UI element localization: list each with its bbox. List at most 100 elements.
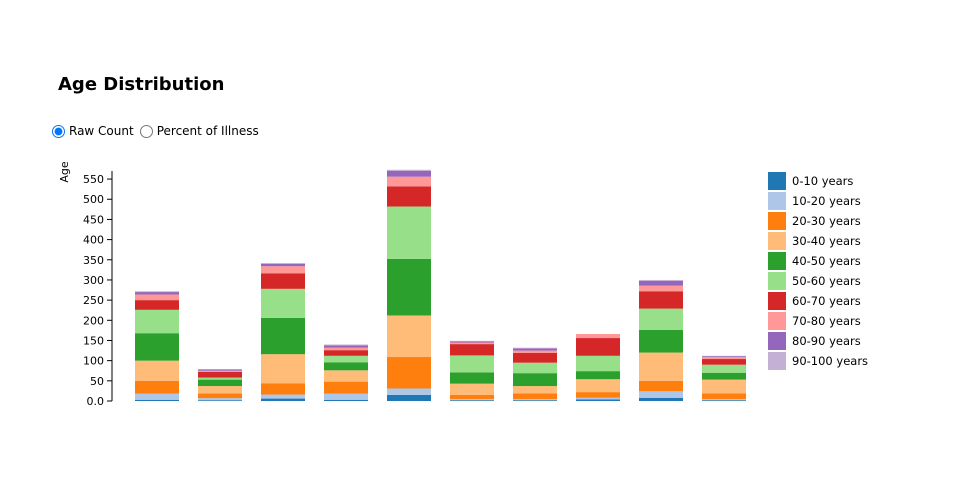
bar-segment-30-40-years <box>450 383 494 395</box>
y-tick-label: 300 <box>83 274 104 287</box>
bar-segment-50-60-years <box>576 355 620 372</box>
legend-label: 0-10 years <box>792 174 853 188</box>
y-tick-label: 550 <box>83 173 104 186</box>
bar-segment-30-40-years <box>387 315 431 358</box>
bar-segment-80-90-years <box>324 345 368 348</box>
bar-stack <box>135 291 179 401</box>
bar-segment-10-20-years <box>576 397 620 400</box>
bar-segment-60-70-years <box>135 300 179 310</box>
bar-segment-10-20-years <box>513 398 557 401</box>
y-tick-label: 350 <box>83 254 104 267</box>
bar-segment-0-10-years <box>324 399 368 401</box>
bar-stack <box>702 355 746 401</box>
bar-segment-30-40-years <box>261 354 305 384</box>
bar-segment-60-70-years <box>639 291 683 309</box>
bar-segment-10-20-years <box>261 394 305 399</box>
y-tick-label: 500 <box>83 193 104 206</box>
bar-segment-10-20-years <box>702 398 746 401</box>
bar-stack <box>324 344 368 401</box>
bar-segment-30-40-years <box>198 386 242 394</box>
legend-label: 90-100 years <box>792 354 868 368</box>
bar-segment-50-60-years <box>135 309 179 334</box>
legend-label: 20-30 years <box>792 214 861 228</box>
bar-segment-80-90-years <box>261 263 305 267</box>
bars <box>135 169 746 401</box>
mode-toggle: Raw Count Percent of Illness <box>52 124 265 138</box>
bar-segment-50-60-years <box>450 355 494 373</box>
bar-segment-50-60-years <box>387 206 431 259</box>
bar-segment-70-80-years <box>513 350 557 353</box>
bar-segment-30-40-years <box>513 386 557 394</box>
bar-segment-30-40-years <box>324 370 368 382</box>
legend-swatch <box>768 352 786 370</box>
legend-swatch <box>768 292 786 310</box>
raw-count-radio[interactable] <box>52 124 65 138</box>
bar-segment-40-50-years <box>324 362 368 371</box>
legend-swatch <box>768 232 786 250</box>
bar-segment-10-20-years <box>324 393 368 400</box>
bar-segment-10-20-years <box>450 398 494 401</box>
bar-segment-0-10-years <box>450 400 494 401</box>
bar-segment-40-50-years <box>450 372 494 384</box>
bar-segment-10-20-years <box>198 398 242 401</box>
bar-segment-20-30-years <box>135 380 179 394</box>
bar-segment-30-40-years <box>135 360 179 381</box>
legend-swatch <box>768 272 786 290</box>
bar-segment-90-100-years <box>513 347 557 349</box>
legend-label: 40-50 years <box>792 254 861 268</box>
bar-segment-90-100-years <box>135 291 179 293</box>
bar-segment-60-70-years <box>198 371 242 378</box>
bar-segment-40-50-years <box>702 372 746 380</box>
bar-stack <box>450 340 494 401</box>
bar-stack <box>198 369 242 401</box>
bar-segment-20-30-years <box>324 381 368 394</box>
bar-segment-70-80-years <box>261 266 305 274</box>
bar-segment-60-70-years <box>513 352 557 363</box>
bar-segment-20-30-years <box>387 357 431 389</box>
bar-segment-70-80-years <box>324 347 368 351</box>
bar-segment-40-50-years <box>261 317 305 355</box>
bar-segment-80-90-years <box>702 356 746 358</box>
bar-segment-0-10-years <box>387 394 431 401</box>
raw-count-label: Raw Count <box>69 124 134 138</box>
bar-segment-20-30-years <box>450 394 494 399</box>
bar-segment-20-30-years <box>198 393 242 399</box>
bar-segment-20-30-years <box>702 393 746 399</box>
bar-segment-20-30-years <box>513 393 557 399</box>
y-tick-label: 200 <box>83 314 104 327</box>
legend-swatch <box>768 252 786 270</box>
legend-label: 70-80 years <box>792 314 861 328</box>
bar-segment-10-20-years <box>387 388 431 395</box>
bar-segment-80-90-years <box>450 341 494 343</box>
bar-segment-70-80-years <box>135 294 179 301</box>
bar-segment-50-60-years <box>324 355 368 363</box>
bar-segment-70-80-years <box>450 342 494 345</box>
bar-segment-40-50-years <box>198 379 242 387</box>
legend-label: 50-60 years <box>792 274 861 288</box>
legend-label: 80-90 years <box>792 334 861 348</box>
bar-segment-70-80-years <box>198 370 242 372</box>
bar-segment-30-40-years <box>639 352 683 381</box>
raw-count-option[interactable]: Raw Count <box>52 124 134 138</box>
bar-segment-90-100-years <box>261 263 305 264</box>
legend-label: 30-40 years <box>792 234 861 248</box>
bar-segment-80-90-years <box>513 348 557 351</box>
percent-of-illness-option[interactable]: Percent of Illness <box>139 124 259 138</box>
legend-swatch <box>768 192 786 210</box>
bar-segment-0-10-years <box>135 399 179 401</box>
bar-segment-60-70-years <box>702 359 746 365</box>
bar-segment-70-80-years <box>387 176 431 187</box>
percent-of-illness-radio[interactable] <box>139 124 153 138</box>
bar-segment-20-30-years <box>576 392 620 398</box>
legend-swatch <box>768 332 786 350</box>
y-tick-label: 450 <box>83 213 104 226</box>
bar-segment-70-80-years <box>702 357 746 360</box>
bar-segment-60-70-years <box>324 350 368 356</box>
bar-segment-50-60-years <box>702 364 746 373</box>
bar-segment-80-90-years <box>198 369 242 371</box>
bar-segment-20-30-years <box>261 383 305 395</box>
bar-segment-90-100-years <box>324 344 368 346</box>
bar-segment-10-20-years <box>639 391 683 398</box>
bar-segment-40-50-years <box>513 373 557 387</box>
